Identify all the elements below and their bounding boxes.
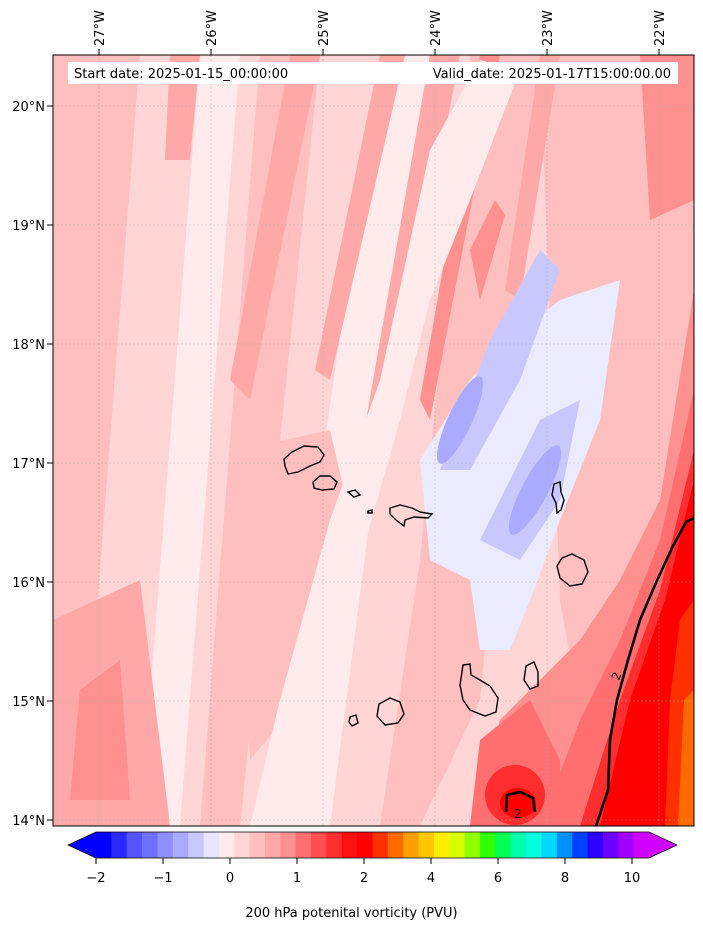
island-sao-vicente bbox=[312, 475, 338, 491]
colorbar-segment bbox=[633, 832, 650, 858]
colorbar-tick-label: 1 bbox=[293, 871, 301, 886]
colorbar-segment bbox=[111, 832, 128, 858]
lon-label: 25°W bbox=[317, 10, 332, 46]
lat-axis: 20°N 19°N 18°N 17°N 16°N 15°N 14°N bbox=[12, 100, 53, 829]
colorbar-segment bbox=[280, 832, 297, 858]
valid-date: Valid_date: 2025-01-17T15:00:00.00 bbox=[433, 67, 671, 82]
coastlines bbox=[283, 445, 589, 727]
lon-label: 26°W bbox=[205, 10, 220, 46]
colorbar-segment bbox=[218, 832, 235, 858]
colorbar-segment bbox=[418, 832, 435, 858]
island-brava bbox=[348, 714, 359, 727]
colorbar-extend-low bbox=[68, 832, 96, 858]
island-fogo bbox=[376, 697, 405, 726]
colorbar-segment bbox=[357, 832, 373, 858]
colorbar-tick-label: 4 bbox=[427, 871, 435, 886]
island-boa-vista bbox=[556, 553, 589, 587]
island-santa-luzia bbox=[346, 489, 362, 498]
pv-field bbox=[53, 55, 694, 826]
lat-label: 18°N bbox=[12, 338, 45, 353]
colorbar-segment bbox=[188, 832, 204, 858]
colorbar-segment bbox=[234, 832, 251, 858]
colorbar-extend-high bbox=[649, 832, 677, 858]
colorbar-segment bbox=[403, 832, 419, 858]
lat-label: 19°N bbox=[12, 219, 45, 234]
colorbar-segment bbox=[480, 832, 496, 858]
colorbar-tick-label: −1 bbox=[153, 871, 172, 886]
colorbar-segment bbox=[526, 832, 542, 858]
lat-label: 15°N bbox=[12, 695, 45, 710]
contour-label-small: 2 bbox=[514, 807, 522, 821]
colorbar-ticks: −2 −1 0 1 2 4 6 8 10 bbox=[86, 858, 640, 886]
colorbar-segment bbox=[341, 832, 358, 858]
start-date: Start date: 2025-01-15_00:00:00 bbox=[74, 67, 288, 82]
colorbar-segment bbox=[495, 832, 512, 858]
colorbar-segment bbox=[433, 832, 450, 858]
colorbar-title: 200 hPa potenital vorticity (PVU) bbox=[245, 906, 458, 921]
colorbar-segment bbox=[96, 832, 112, 858]
lat-label: 16°N bbox=[12, 576, 45, 591]
colorbar-segment bbox=[387, 832, 404, 858]
map-frame bbox=[52, 54, 695, 827]
lon-label: 22°W bbox=[653, 10, 668, 46]
colorbar-segment bbox=[157, 832, 174, 858]
colorbar-segment bbox=[126, 832, 143, 858]
contour-label: 2 bbox=[609, 670, 625, 682]
colorbar-segment bbox=[311, 832, 327, 858]
lat-label: 17°N bbox=[12, 457, 45, 472]
island-santo-antao bbox=[283, 445, 325, 475]
gridlines bbox=[53, 55, 694, 826]
colorbar-segment bbox=[449, 832, 466, 858]
island-ilheu bbox=[367, 509, 373, 514]
colorbar-segment bbox=[295, 832, 312, 858]
lat-label: 14°N bbox=[12, 814, 45, 829]
colorbar-tick-label: 2 bbox=[360, 871, 368, 886]
colorbar-segment bbox=[142, 832, 158, 858]
colorbar-tick-label: 10 bbox=[624, 871, 641, 886]
lon-label: 27°W bbox=[93, 10, 108, 46]
colorbar-segment bbox=[464, 832, 481, 858]
island-santiago bbox=[459, 663, 499, 717]
colorbar-segment bbox=[587, 832, 604, 858]
colorbar-segment bbox=[249, 832, 266, 858]
colorbar-segment bbox=[556, 832, 573, 858]
colorbar bbox=[67, 831, 678, 859]
colorbar-segment bbox=[510, 832, 527, 858]
island-sao-nicolau bbox=[389, 504, 434, 528]
colorbar-segment bbox=[172, 832, 189, 858]
colorbar-segment bbox=[572, 832, 588, 858]
island-maio bbox=[523, 661, 539, 690]
colorbar-segment bbox=[541, 832, 558, 858]
lon-axis: 27°W 26°W 25°W 24°W 23°W 22°W bbox=[93, 10, 668, 55]
info-box bbox=[68, 62, 678, 84]
colorbar-tick-label: 6 bbox=[494, 871, 502, 886]
lat-label: 20°N bbox=[12, 100, 45, 115]
lon-label: 23°W bbox=[541, 10, 556, 46]
colorbar-segment bbox=[618, 832, 635, 858]
colorbar-tick-label: 8 bbox=[561, 871, 569, 886]
lon-label: 24°W bbox=[429, 10, 444, 46]
colorbar-tick-label: −2 bbox=[86, 871, 105, 886]
colorbar-segment bbox=[602, 832, 619, 858]
colorbar-tick-label: 0 bbox=[226, 871, 234, 886]
island-sal bbox=[551, 481, 565, 515]
colorbar-segment bbox=[264, 832, 281, 858]
colorbar-segment bbox=[326, 832, 343, 858]
colorbar-segment bbox=[203, 832, 220, 858]
colorbar-segment bbox=[372, 832, 389, 858]
